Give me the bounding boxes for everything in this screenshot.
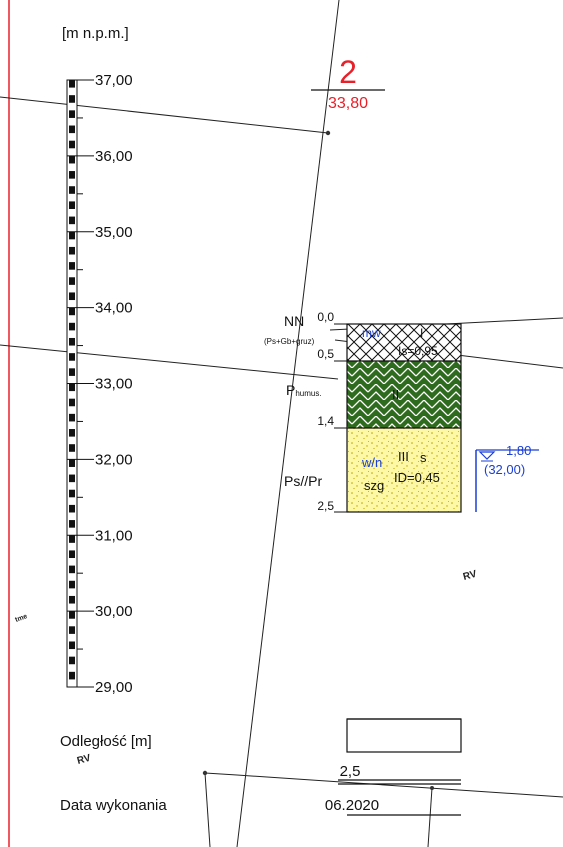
depth-ticks (334, 323, 347, 513)
depth-label: 2,5 (317, 499, 334, 513)
borehole-top-elevation: 33,80 (328, 95, 368, 112)
map-node (325, 130, 331, 136)
scale-block (69, 307, 75, 316)
layer-humus-roman: II (392, 387, 399, 402)
scale-block (69, 80, 75, 88)
scale-block (69, 474, 75, 483)
scale-block (69, 595, 75, 604)
scale-tick-label: 34,00 (95, 300, 133, 317)
scale-block (69, 231, 75, 240)
scale-block (69, 140, 75, 149)
scale-tick-label: 36,00 (95, 148, 133, 165)
depth-label: 0,5 (317, 347, 334, 361)
layer-sand (347, 428, 461, 512)
scale-block (69, 671, 75, 680)
layer-sand-roman: III (398, 449, 409, 464)
layer-fill-moisture: mw (362, 326, 381, 340)
scale-block (69, 322, 75, 331)
distance-value: 2,5 (340, 763, 361, 780)
layer-sand-roman-suffix: s (420, 450, 427, 465)
scale-block (69, 444, 75, 452)
layer-fill-param: Is=0,95 (398, 344, 438, 358)
scale-block (69, 262, 75, 270)
scale-tick-label: 35,00 (95, 224, 133, 241)
water-depth: 1,80 (506, 443, 531, 458)
scale-block (69, 171, 75, 179)
scale-block (69, 110, 75, 118)
scale-block (69, 398, 75, 407)
scale-block (69, 155, 75, 164)
scale-tick-label: 37,00 (95, 72, 133, 89)
map-node (202, 770, 208, 776)
borehole-column (346, 323, 462, 513)
scale-block (69, 186, 75, 194)
scale-block (69, 125, 75, 134)
scale-tick-label: 31,00 (95, 527, 133, 544)
scale-block (69, 246, 75, 255)
distance-box (346, 718, 462, 753)
scale-block (69, 565, 75, 574)
depth-label: 1,4 (317, 414, 334, 428)
scale-block (69, 216, 75, 225)
scale-block (69, 656, 75, 665)
scale-block (69, 641, 75, 650)
scale-block (69, 580, 75, 589)
water-elevation: (32,00) (484, 462, 525, 477)
scale-block (69, 337, 75, 346)
layer-humus-code-sub: humus. (295, 389, 321, 398)
scale-block (69, 277, 75, 285)
layer-fill-roman: I (420, 326, 423, 340)
scale-block (69, 550, 75, 559)
scale-block (69, 520, 75, 528)
axis-unit-label: [m n.p.m.] (62, 25, 129, 42)
layer-fill (347, 324, 461, 361)
scale-tick-label: 32,00 (95, 451, 133, 468)
layer-humus-code-main: P (286, 382, 295, 398)
scale-block (69, 429, 75, 437)
scale-block (69, 353, 75, 361)
scale-block (69, 201, 75, 209)
scale-block (69, 95, 75, 103)
ground-water-marker (475, 449, 539, 512)
layer-fill-soil-composition: (Ps+Gb+gruz) (264, 337, 315, 346)
scale-block (69, 459, 75, 467)
layer-humus (347, 361, 461, 428)
elevation-scale-bar: 37,00 36,00 35,00 34,00 33,00 32,00 31,00 30,00… (66, 72, 133, 696)
scale-block (69, 504, 75, 513)
layer-humus-soil-code: Phumus. (286, 382, 322, 398)
scale-block (69, 489, 75, 498)
scale-block (69, 611, 75, 619)
layer-fill-soil-code: NN (284, 313, 304, 329)
date-value: 06.2020 (325, 797, 379, 814)
borehole-outline (346, 323, 462, 513)
depth-label: 0,0 (317, 310, 334, 324)
layer-sand-moisture: w/n (361, 455, 382, 470)
scale-block (69, 413, 75, 422)
scale-block (69, 368, 75, 376)
map-node (430, 786, 434, 790)
scale-block (69, 383, 75, 392)
layer-sand-state: szg (364, 478, 384, 493)
layer-sand-soil-code: Ps//Pr (284, 473, 322, 489)
scale-block (69, 626, 75, 634)
distance-label: Odległość [m] (60, 733, 152, 750)
map-label: tme (14, 613, 28, 624)
borehole-number: 2 (339, 54, 357, 90)
scale-tick-label: 30,00 (95, 603, 133, 620)
map-label: RV (76, 753, 92, 767)
water-level-triangle-icon (478, 451, 496, 460)
date-label: Data wykonania (60, 797, 167, 814)
map-label: RV (462, 569, 478, 583)
scale-tick-label: 29,00 (95, 679, 133, 696)
scale-block (69, 535, 75, 543)
layer-sand-param: ID=0,45 (394, 470, 440, 485)
scale-block (69, 292, 75, 301)
scale-tick-label: 33,00 (95, 376, 133, 393)
